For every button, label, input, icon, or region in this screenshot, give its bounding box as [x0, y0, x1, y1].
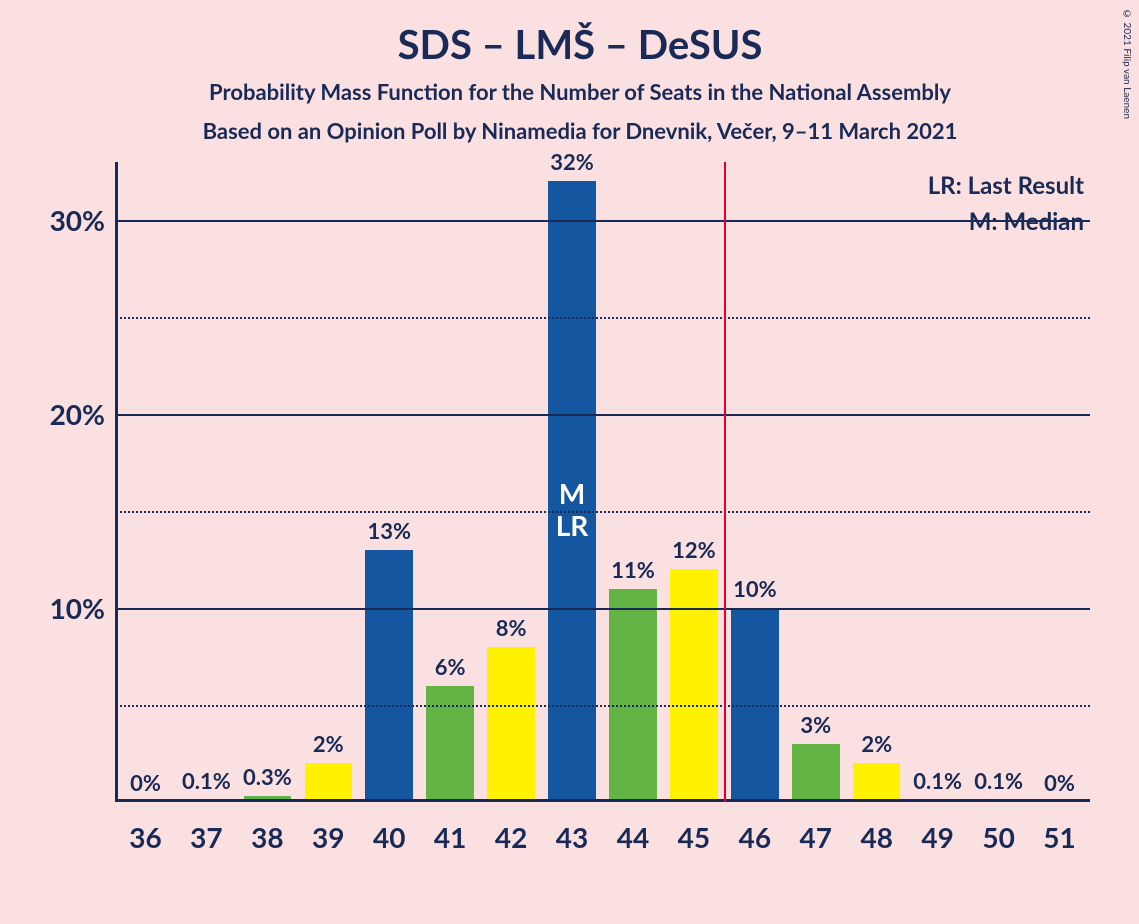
bar [365, 550, 413, 802]
bar [487, 647, 535, 802]
bar-value-label: 8% [496, 614, 527, 641]
bar-value-label: 0.1% [913, 767, 962, 794]
bar [426, 686, 474, 802]
x-tick-label: 48 [860, 802, 892, 854]
y-tick-label: 30% [50, 203, 115, 237]
bar-value-label: 0.1% [182, 767, 231, 794]
bar [853, 763, 901, 802]
bar-value-label: 2% [313, 730, 344, 757]
x-tick-label: 40 [373, 802, 405, 854]
chart-subtitle-1: Probability Mass Function for the Number… [60, 78, 1100, 105]
bar-value-label: 12% [672, 536, 716, 563]
grid-minor [115, 511, 1090, 513]
x-tick-label: 47 [800, 802, 832, 854]
bar [609, 589, 657, 802]
grid-major [115, 414, 1090, 416]
x-tick-label: 44 [617, 802, 649, 854]
y-axis-line [115, 162, 118, 802]
y-tick-label: 10% [50, 591, 115, 625]
bar-value-label: 0% [1044, 769, 1075, 796]
legend-item: LR: Last Result [928, 168, 1084, 204]
bar [792, 744, 840, 802]
chart-subtitle-2: Based on an Opinion Poll by Ninamedia fo… [60, 117, 1100, 144]
x-axis-line [115, 799, 1090, 802]
grid-minor [115, 317, 1090, 319]
bar-value-label: 0% [130, 769, 161, 796]
copyright-text: © 2021 Filip van Laenen [1121, 8, 1133, 119]
grid-major [115, 608, 1090, 610]
legend-item: M: Median [928, 204, 1084, 240]
bar-value-label: 6% [435, 653, 466, 680]
bar-value-label: 13% [367, 517, 411, 544]
bar-value-label: 0.1% [974, 767, 1023, 794]
x-tick-label: 43 [556, 802, 588, 854]
x-tick-label: 39 [312, 802, 344, 854]
bar [305, 763, 353, 802]
x-tick-label: 36 [129, 802, 161, 854]
bar-value-label: 32% [550, 148, 594, 175]
bar-annotation: MLR [556, 477, 589, 541]
bar-value-label: 0.3% [243, 763, 292, 790]
legend: LR: Last ResultM: Median [928, 168, 1084, 240]
chart-title: SDS – LMŠ – DeSUS [60, 20, 1100, 68]
x-tick-label: 49 [921, 802, 953, 854]
bar-value-label: 11% [611, 556, 655, 583]
bar [670, 569, 718, 802]
chart-container: SDS – LMŠ – DeSUS Probability Mass Funct… [60, 20, 1100, 802]
bar-value-label: 10% [733, 575, 777, 602]
bar-value-label: 3% [800, 711, 831, 738]
x-tick-label: 50 [982, 802, 1014, 854]
x-tick-label: 51 [1043, 802, 1075, 854]
x-tick-label: 38 [251, 802, 283, 854]
x-tick-label: 41 [434, 802, 466, 854]
reference-line [724, 162, 726, 802]
y-tick-label: 20% [50, 397, 115, 431]
plot-area: 0%360.1%370.3%382%3913%406%418%4232%MLR4… [115, 162, 1090, 802]
grid-minor [115, 705, 1090, 707]
bar-value-label: 2% [861, 730, 892, 757]
x-tick-label: 46 [739, 802, 771, 854]
x-tick-label: 45 [678, 802, 710, 854]
x-tick-label: 42 [495, 802, 527, 854]
x-tick-label: 37 [190, 802, 222, 854]
